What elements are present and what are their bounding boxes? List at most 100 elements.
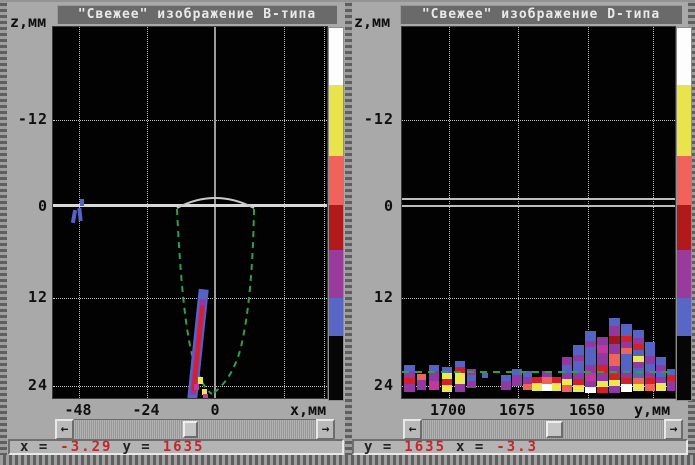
scan-cell xyxy=(523,371,532,377)
scan-cell xyxy=(404,371,415,378)
colorbar-segment xyxy=(677,250,691,298)
scan-cell xyxy=(667,369,675,375)
scan-cell xyxy=(633,356,644,362)
scan-cell xyxy=(455,367,465,373)
axis-tick: -24 xyxy=(132,401,160,419)
axis-tick: 0 xyxy=(383,197,394,215)
scan-cell xyxy=(633,350,644,356)
scan-cell xyxy=(552,377,561,383)
scan-cell xyxy=(609,326,620,336)
coord-value: -3.3 xyxy=(496,439,539,455)
axis-tick: 24 xyxy=(27,376,48,394)
scan-cell xyxy=(442,373,452,379)
scan-cell xyxy=(597,365,608,373)
window-border-left xyxy=(0,2,7,465)
scan-cell xyxy=(562,373,572,379)
bscan-plot[interactable] xyxy=(52,26,328,399)
scan-cell xyxy=(573,379,584,385)
gridline xyxy=(653,27,654,398)
bscan-indications xyxy=(53,27,327,398)
scan-cell xyxy=(621,336,632,342)
scroll-right-button-right[interactable]: → xyxy=(664,419,683,440)
scan-cell xyxy=(442,379,452,385)
window-border-bottom xyxy=(0,455,695,465)
axis-tick: 12 xyxy=(373,288,394,306)
gridline xyxy=(518,27,519,398)
coord-label: x = xyxy=(456,439,485,455)
scan-cell xyxy=(633,338,644,344)
scan-cell xyxy=(404,378,415,384)
dscan-titlebar: "Свежее" изображение D-типа xyxy=(400,5,682,24)
scan-cell xyxy=(467,375,476,381)
colorbar-segment xyxy=(677,85,691,156)
scan-cell xyxy=(656,365,666,371)
axis-tick: 1675 xyxy=(498,401,536,419)
scan-cell xyxy=(455,361,465,367)
scan-cell xyxy=(77,207,83,222)
weld-groove-right xyxy=(211,208,255,395)
scan-cell xyxy=(80,199,84,206)
scan-cell xyxy=(621,342,632,348)
scan-cell xyxy=(609,344,620,354)
scan-cell xyxy=(573,361,584,373)
scan-cell xyxy=(573,385,584,392)
arrow-right-icon: → xyxy=(669,422,678,437)
scroll-right-button-left[interactable]: → xyxy=(316,419,335,440)
scan-cell xyxy=(442,385,452,392)
scan-cell xyxy=(585,341,596,347)
gridline xyxy=(402,120,675,121)
scan-cell xyxy=(645,384,655,391)
scan-cell xyxy=(417,374,426,380)
scan-cell xyxy=(585,365,596,373)
surface-line-lower xyxy=(402,205,675,207)
scan-cell xyxy=(532,383,542,391)
scan-cell xyxy=(562,379,572,385)
axis-tick: 1700 xyxy=(429,401,467,419)
scan-cell xyxy=(562,357,572,365)
colorbar-segment xyxy=(329,28,343,85)
axis-tick: -12 xyxy=(17,110,48,128)
weld-groove-left xyxy=(176,208,213,395)
scan-cell xyxy=(597,345,608,353)
scan-cell xyxy=(621,324,632,336)
scan-cell xyxy=(609,366,620,374)
scan-cell xyxy=(542,377,552,384)
scrollbar-thumb-left[interactable] xyxy=(183,421,198,438)
scan-cell xyxy=(532,377,542,383)
bscan-title: "Свежее" изображение В-типа xyxy=(77,7,317,22)
x-axis-unit-right: y,мм xyxy=(634,401,671,419)
colorbar-segment xyxy=(329,205,343,250)
scan-cell xyxy=(523,377,532,384)
scan-cell xyxy=(633,378,644,384)
scan-cell xyxy=(562,365,572,373)
scroll-left-button-left[interactable]: ← xyxy=(55,419,74,440)
scrollbar-track-right[interactable] xyxy=(422,419,664,440)
gridline xyxy=(588,27,589,398)
scan-cell xyxy=(609,386,620,393)
scrollbar-thumb-right[interactable] xyxy=(546,421,563,438)
gridline xyxy=(402,298,675,299)
scan-cell xyxy=(542,384,552,391)
scan-cell xyxy=(633,330,644,338)
scan-cell xyxy=(645,364,655,372)
bscan-titlebar: "Свежее" изображение В-типа xyxy=(57,5,337,24)
coord-label: x = xyxy=(20,439,49,455)
colorbar-segment xyxy=(329,250,343,298)
scan-cell xyxy=(482,373,488,378)
amplitude-colorbar-left xyxy=(328,27,344,401)
dscan-plot[interactable] xyxy=(401,26,676,399)
scan-cell xyxy=(656,377,666,383)
scroll-left-button-right[interactable]: ← xyxy=(403,419,422,440)
scan-cell xyxy=(585,373,596,381)
arrow-left-icon: ← xyxy=(60,422,69,437)
scan-cell xyxy=(645,378,655,384)
axis-tick: 12 xyxy=(27,288,48,306)
scan-cell xyxy=(429,371,439,381)
scan-cell xyxy=(621,348,632,354)
scan-cell xyxy=(597,337,608,345)
axis-tick: 24 xyxy=(373,376,394,394)
gate-overlay xyxy=(402,371,675,373)
scan-cell xyxy=(455,384,465,392)
scan-cell xyxy=(573,355,584,361)
axis-tick: -48 xyxy=(64,401,92,419)
